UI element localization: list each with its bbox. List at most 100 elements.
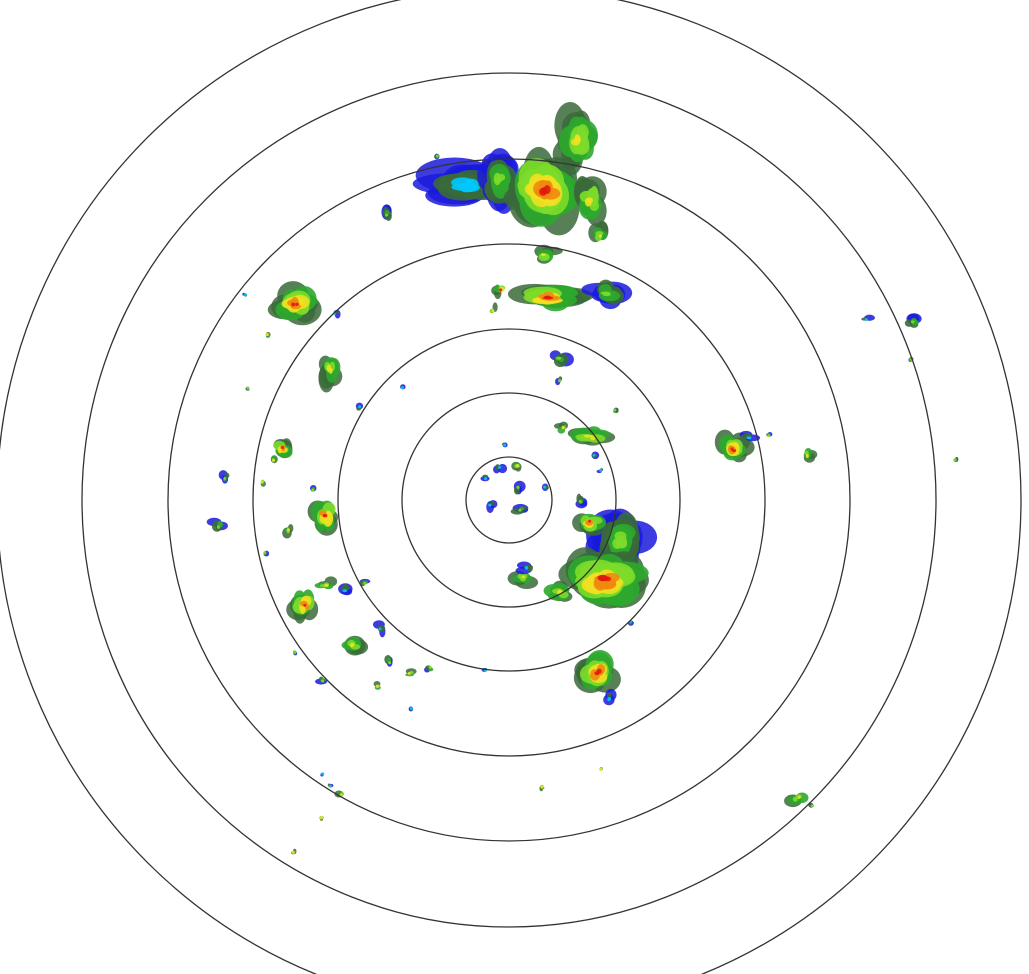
precipitation-echoes: [206, 102, 959, 855]
echo-pixel: [953, 458, 957, 462]
echo-pixel: [321, 679, 325, 683]
echo-cell: [486, 500, 498, 514]
echo-cell: [286, 589, 319, 624]
echo-cell: [263, 550, 270, 557]
echo-cell: [574, 175, 607, 226]
echo-pixel: [324, 511, 332, 523]
echo-cell: [573, 650, 621, 694]
range-ring-1: [465, 456, 553, 544]
echo-pixel: [586, 197, 594, 203]
echo-pixel: [518, 508, 522, 512]
echo-pixel: [484, 477, 488, 481]
echo-cell: [591, 451, 600, 460]
echo-pixel: [326, 364, 332, 373]
echo-pixel: [498, 465, 502, 469]
echo-pixel: [767, 433, 771, 437]
echo-pixel: [407, 671, 411, 675]
echo-pixel: [488, 503, 492, 507]
echo-cell: [327, 783, 334, 788]
echo-pixel: [583, 434, 593, 438]
echo-cell: [341, 635, 369, 656]
echo-cell: [904, 313, 922, 328]
echo-pixel: [328, 784, 332, 788]
echo-pixel: [544, 295, 551, 299]
echo-pixel: [243, 293, 247, 297]
echo-cell: [424, 665, 434, 673]
echo-cell: [489, 302, 498, 314]
echo-cell: [572, 513, 607, 536]
echo-pixel: [598, 579, 617, 590]
echo-cell: [603, 688, 617, 706]
echo-pixel: [561, 426, 565, 430]
echo-cell: [318, 355, 343, 393]
echo-pixel: [291, 302, 295, 307]
echo-cell: [552, 102, 598, 175]
echo-cell: [511, 461, 522, 472]
echo-cell: [434, 153, 440, 160]
echo-pixel: [596, 668, 602, 674]
echo-pixel: [340, 585, 350, 591]
echo-pixel: [291, 850, 295, 854]
echo-pixel: [321, 772, 325, 776]
echo-cell: [245, 386, 250, 391]
echo-cell: [555, 376, 563, 386]
echo-pixel: [592, 453, 596, 457]
echo-pixel: [503, 443, 507, 447]
echo-pixel: [556, 356, 562, 360]
echo-cell: [502, 442, 508, 448]
echo-cell: [260, 479, 266, 487]
echo-pixel: [574, 134, 581, 142]
echo-cell: [373, 620, 386, 638]
echo-cell: [588, 220, 609, 243]
echo-cell: [338, 583, 353, 596]
echo-pixel: [911, 320, 915, 324]
echo-cell: [515, 561, 533, 575]
echo-cell: [541, 483, 549, 492]
echo-cell: [400, 384, 406, 390]
echo-cell: [558, 547, 649, 609]
echo-cell: [373, 681, 381, 690]
echo-pixel: [602, 292, 611, 297]
echo-cell: [381, 204, 392, 222]
echo-cell: [282, 524, 294, 539]
echo-cell: [265, 331, 271, 338]
echo-pixel: [400, 386, 404, 390]
echo-pixel: [293, 650, 297, 654]
echo-cell: [334, 790, 345, 798]
echo-pixel: [428, 665, 432, 669]
echo-pixel: [363, 581, 367, 585]
echo-pixel: [599, 468, 603, 472]
echo-pixel: [792, 797, 798, 802]
echo-pixel: [558, 378, 562, 382]
echo-cell: [218, 470, 230, 484]
echo-cell: [310, 484, 317, 492]
echo-pixel: [286, 528, 290, 532]
echo-cell: [613, 407, 619, 414]
echo-cell: [491, 284, 506, 300]
echo-cell: [206, 517, 228, 532]
echo-cell: [553, 421, 569, 434]
echo-pixel: [358, 405, 362, 409]
echo-pixel: [223, 476, 227, 480]
echo-pixel: [322, 514, 326, 518]
echo-pixel: [375, 684, 379, 688]
echo-pixel: [540, 253, 546, 257]
echo-pixel: [324, 583, 329, 587]
echo-pixel: [271, 458, 275, 462]
echo-cell: [510, 503, 529, 515]
echo-cell: [293, 650, 298, 656]
echo-pixel: [810, 804, 814, 808]
echo-cell: [503, 146, 580, 236]
range-ring-4: [252, 243, 766, 757]
echo-cell: [808, 802, 814, 808]
echo-pixel: [588, 519, 592, 523]
echo-pixel: [216, 525, 220, 529]
echo-pixel: [606, 693, 612, 699]
echo-cell: [575, 493, 588, 509]
echo-cell: [784, 792, 809, 808]
echo-cell: [242, 292, 248, 297]
echo-pixel: [482, 474, 489, 479]
echo-cell: [766, 432, 773, 437]
echo-cell: [493, 463, 508, 474]
